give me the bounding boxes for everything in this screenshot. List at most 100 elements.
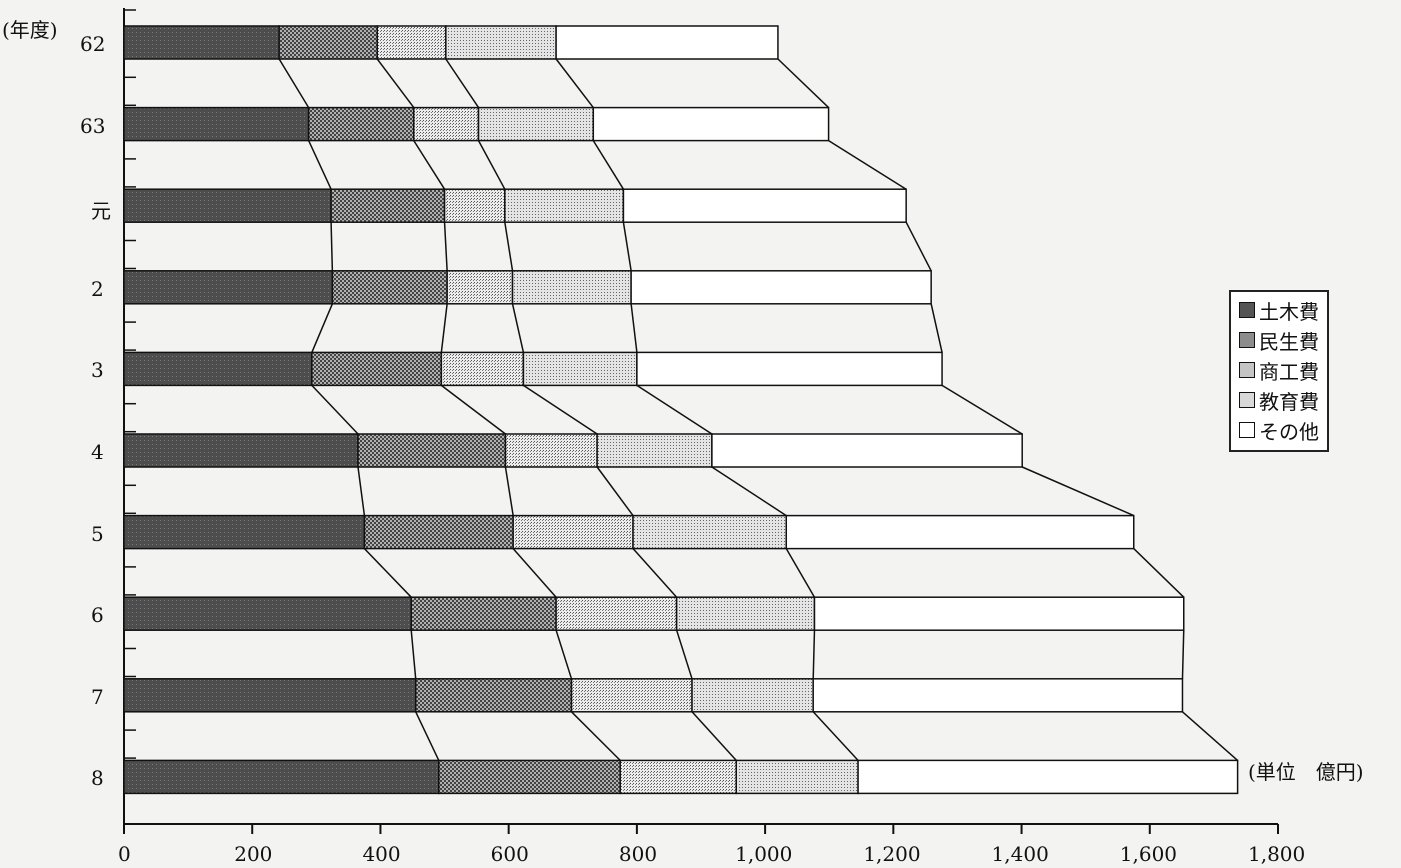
bar-segment [331, 270, 448, 305]
bar-segment [675, 596, 816, 631]
bar-segment [123, 433, 359, 468]
bar-segment [512, 514, 634, 550]
connector-line [357, 466, 366, 516]
connector-line [410, 630, 417, 679]
bar-segment [123, 514, 366, 550]
y-tick-label: 3 [91, 358, 104, 383]
bar-segment [123, 351, 313, 387]
legend: 土木費 民生費 商工費 教育費 その他 [1229, 290, 1329, 452]
connector-line [504, 222, 514, 271]
bar-segment [504, 433, 598, 468]
connector-line [445, 58, 480, 109]
legend-label: 商工費 [1259, 359, 1319, 384]
connector-line [691, 711, 737, 761]
connector-line [363, 548, 412, 598]
connector-line [330, 222, 334, 271]
connector-line [555, 629, 573, 680]
connector-line [504, 466, 514, 516]
bar-segment [570, 678, 693, 713]
legend-label: その他 [1259, 419, 1319, 444]
bar-segment [123, 106, 310, 142]
connector-line [311, 384, 359, 435]
x-tick-label: 0 [118, 842, 131, 866]
connector-line [555, 58, 594, 109]
connector-line [307, 140, 332, 190]
bar-segment [812, 678, 1184, 713]
connector-line [711, 466, 787, 517]
bar-segment [522, 351, 638, 387]
y-tick-label: 63 [80, 113, 106, 138]
y-tick-label: 元 [91, 199, 111, 224]
legend-item: 民生費 [1239, 325, 1319, 355]
unit-label: (単位 億円) [1248, 760, 1364, 784]
bar-segment [410, 596, 557, 631]
connector-line [440, 384, 506, 435]
bar-segment [622, 188, 907, 223]
legend-label: 教育費 [1259, 389, 1319, 414]
bar-segment [592, 106, 830, 142]
connector-line [828, 139, 907, 190]
bar-segment [311, 351, 443, 387]
connector-line [278, 58, 310, 108]
bar-segment [413, 106, 480, 142]
bar-segment [363, 514, 514, 550]
bar-segment [596, 433, 713, 468]
bar-segment [438, 759, 621, 795]
y-tick-label: 7 [91, 684, 104, 709]
y-tick-label: 2 [91, 276, 104, 301]
connector-line [675, 629, 693, 680]
legend-swatch [1239, 392, 1255, 408]
connector-line [1133, 548, 1185, 598]
bar-segment [445, 25, 557, 60]
bar-segment [330, 188, 446, 223]
bar-segment [632, 514, 788, 550]
connector-line [930, 303, 943, 353]
x-tick-label: 1,800 [1248, 842, 1306, 866]
x-tick-label: 200 [234, 842, 273, 866]
legend-swatch [1239, 362, 1255, 378]
bar-segment [307, 106, 415, 142]
legend-item: 土木費 [1239, 295, 1319, 325]
y-tick-label: 4 [91, 440, 104, 464]
bar-segment [735, 759, 859, 795]
connector-line [443, 222, 448, 271]
y-tick-label: 5 [91, 521, 104, 546]
connector-line [941, 384, 1023, 435]
connector-line [596, 466, 634, 517]
connector-line [477, 140, 506, 190]
connector-line [785, 548, 816, 598]
connector-line [905, 221, 932, 272]
bar-segment [511, 270, 632, 305]
bar-segment [443, 188, 506, 223]
x-tick-label: 800 [618, 842, 658, 866]
legend-label: 民生費 [1259, 329, 1319, 354]
connector-line [415, 711, 440, 761]
connector-line [1181, 630, 1185, 679]
connector-line [570, 711, 621, 761]
connector-line [1021, 466, 1135, 517]
legend-label: 土木費 [1259, 299, 1319, 324]
connector-line [311, 303, 334, 353]
connector-line [632, 548, 678, 598]
connector-line [1181, 711, 1239, 761]
legend-swatch [1239, 332, 1255, 348]
bar-segment [477, 106, 595, 142]
legend-swatch [1239, 302, 1255, 318]
bar-segment [555, 25, 779, 60]
connector-line [592, 140, 625, 190]
bar-segment [857, 759, 1239, 795]
bar-segment [785, 514, 1135, 550]
x-tick-label: 1,400 [991, 842, 1049, 866]
x-tick-label: 1,000 [735, 842, 793, 866]
y-tick-label: 8 [91, 766, 104, 791]
x-tick-label: 600 [490, 842, 529, 866]
connector-line [512, 548, 557, 598]
x-tick-label: 400 [362, 842, 401, 866]
bar-segment [123, 678, 417, 713]
y-axis-label: (年度) [2, 18, 58, 42]
bar-segment [440, 351, 525, 387]
legend-item: 教育費 [1239, 385, 1319, 415]
bar-segment [636, 351, 943, 387]
connector-line [777, 58, 830, 109]
